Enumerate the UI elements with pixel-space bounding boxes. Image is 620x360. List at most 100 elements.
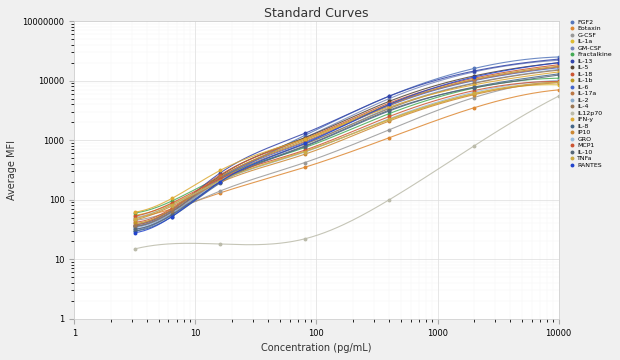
GM-CSF (216, 177, 224, 181)
IL-13 (386, 94, 393, 98)
Legend: FGF2, Eotaxin, G-CSF, IL-1a, GM-CSF, Fractalkine, IL-13, IL-5, IL-18, IL-1b, IL-: FGF2, Eotaxin, G-CSF, IL-1a, GM-CSF, Fra… (567, 18, 613, 169)
TNFa (216, 179, 224, 183)
Title: Standard Curves: Standard Curves (264, 7, 369, 20)
IL-1a (555, 83, 562, 87)
Line: IL-1b: IL-1b (134, 65, 560, 225)
MCP1 (555, 79, 562, 84)
IL-2 (216, 178, 224, 183)
GRO (168, 203, 175, 207)
IL-1a (301, 149, 308, 153)
IL-10 (216, 180, 224, 184)
Line: GM-CSF: GM-CSF (134, 59, 560, 230)
IL-4 (555, 68, 562, 72)
Eotaxin (386, 136, 393, 140)
IL-1b (386, 102, 393, 107)
Line: MCP1: MCP1 (134, 80, 560, 217)
IL-2 (470, 81, 477, 85)
IL-5 (301, 136, 308, 140)
IL-5 (470, 74, 477, 78)
IP10 (301, 152, 308, 157)
IL-17a (555, 65, 562, 69)
Eotaxin (470, 105, 477, 110)
FGF2 (216, 180, 224, 184)
GRO (131, 216, 139, 220)
TNFa (386, 117, 393, 121)
Line: IL-18: IL-18 (134, 63, 560, 224)
IL-6 (470, 78, 477, 83)
G-CSF (168, 209, 175, 213)
RANTES (216, 180, 224, 184)
Line: IL-5: IL-5 (134, 62, 560, 228)
IL-1b (168, 207, 175, 212)
IL-5 (555, 60, 562, 65)
IL-10 (555, 73, 562, 77)
IL12p70 (131, 247, 139, 251)
IFN-y (168, 196, 175, 201)
MCP1 (216, 177, 224, 181)
X-axis label: Concentration (pg/mL): Concentration (pg/mL) (261, 343, 371, 353)
IL-4 (216, 177, 224, 181)
IL-1b (555, 64, 562, 68)
GM-CSF (168, 212, 175, 216)
IFN-y (301, 137, 308, 141)
IL12p70 (470, 144, 477, 148)
IL-10 (301, 144, 308, 148)
IL-18 (301, 137, 308, 141)
IL-5 (386, 99, 393, 103)
MCP1 (301, 148, 308, 152)
TNFa (301, 149, 308, 154)
IL-6 (216, 176, 224, 180)
G-CSF (470, 95, 477, 100)
IL-6 (386, 104, 393, 108)
GRO (555, 78, 562, 82)
IL-1b (216, 175, 224, 179)
Line: IL-2: IL-2 (134, 68, 560, 229)
Line: Fractalkine: Fractalkine (134, 77, 560, 214)
Fractalkine (131, 211, 139, 215)
IL-4 (131, 224, 139, 228)
G-CSF (131, 218, 139, 222)
Line: IL-6: IL-6 (134, 67, 560, 228)
G-CSF (216, 189, 224, 193)
RANTES (301, 141, 308, 146)
Line: IP10: IP10 (134, 82, 560, 221)
FGF2 (131, 229, 139, 233)
IL-6 (555, 66, 562, 70)
IL-8 (386, 109, 393, 113)
Line: RANTES: RANTES (134, 62, 560, 234)
FGF2 (386, 94, 393, 98)
IFN-y (386, 105, 393, 109)
GM-CSF (555, 58, 562, 62)
IL-1b (301, 138, 308, 142)
IFN-y (470, 83, 477, 87)
Fractalkine (216, 175, 224, 179)
IL-6 (131, 225, 139, 229)
IL-10 (470, 86, 477, 90)
Line: FGF2: FGF2 (134, 56, 560, 232)
IL-5 (131, 224, 139, 228)
IP10 (555, 81, 562, 85)
RANTES (131, 230, 139, 235)
IL-4 (470, 81, 477, 86)
Fractalkine (168, 199, 175, 203)
FGF2 (168, 213, 175, 217)
IL-10 (168, 212, 175, 217)
IL-8 (555, 72, 562, 76)
Fractalkine (470, 86, 477, 90)
IL-8 (470, 85, 477, 89)
Line: Eotaxin: Eotaxin (134, 89, 560, 219)
TNFa (470, 91, 477, 96)
IL-8 (216, 181, 224, 185)
G-CSF (386, 127, 393, 132)
IL-5 (168, 210, 175, 214)
IL-18 (470, 76, 477, 80)
GRO (216, 179, 224, 183)
G-CSF (301, 161, 308, 165)
IL-17a (470, 78, 477, 82)
IL12p70 (386, 198, 393, 202)
Eotaxin (131, 216, 139, 220)
IL-2 (301, 142, 308, 147)
IL-2 (168, 211, 175, 215)
RANTES (386, 102, 393, 107)
Line: IL-4: IL-4 (134, 69, 560, 228)
